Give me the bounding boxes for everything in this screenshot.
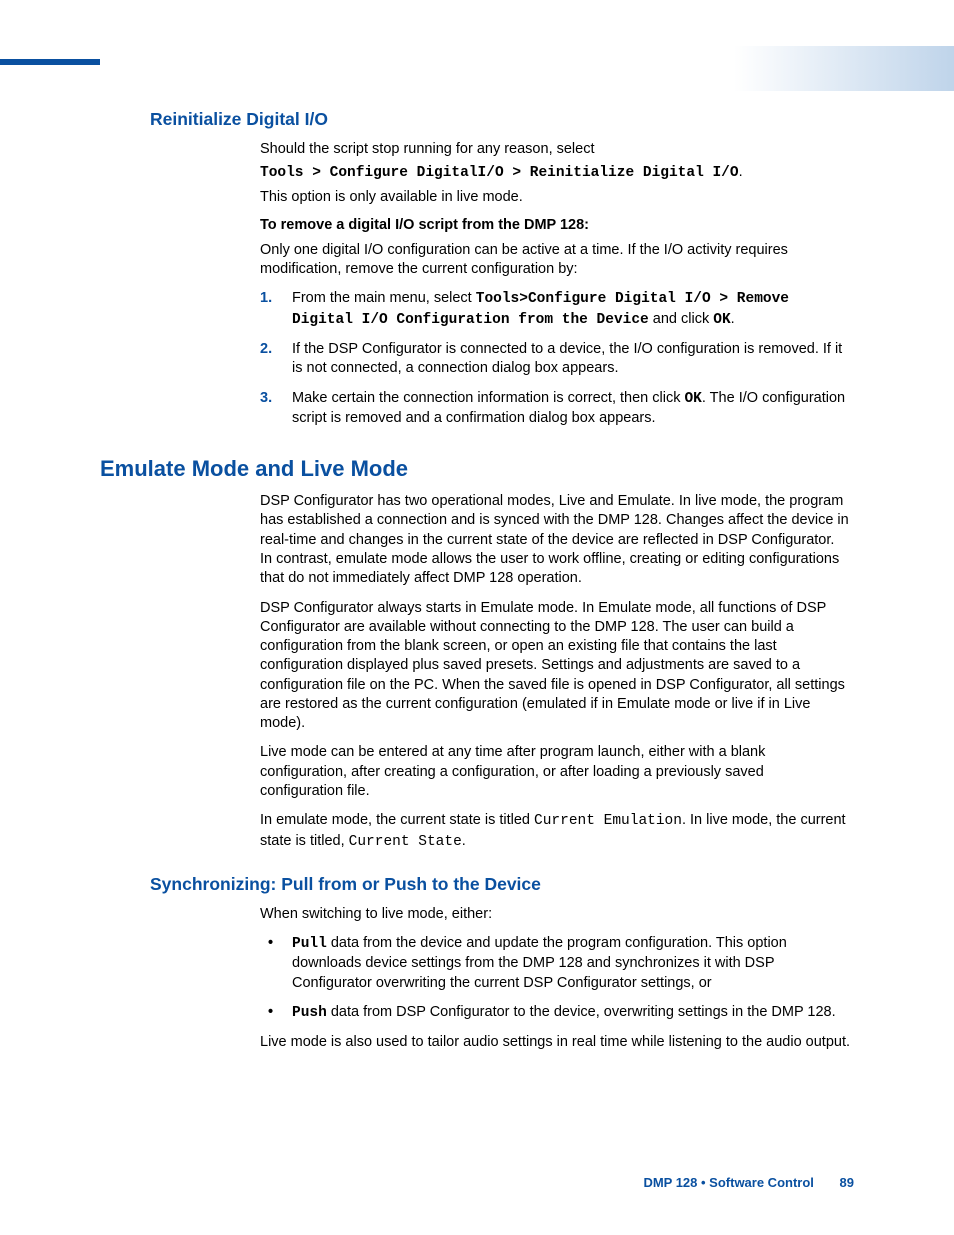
header-accent-bar xyxy=(0,59,100,65)
step1-pre: From the main menu, select xyxy=(292,290,476,306)
page-content: Reinitialize Digital I/O Should the scri… xyxy=(100,109,860,1063)
modes-para4-mono1: Current Emulation xyxy=(534,813,682,829)
modes-para4-post: . xyxy=(462,833,466,849)
reinit-menu-path: Tools > Configure DigitalI/O > Reinitial… xyxy=(260,163,850,183)
step1-post: . xyxy=(731,311,735,327)
modes-para4-pre: In emulate mode, the current state is ti… xyxy=(260,812,534,828)
reinit-steps-list: From the main menu, select Tools>Configu… xyxy=(260,289,850,428)
sync-bullet-pull: Pull data from the device and update the… xyxy=(260,934,850,993)
sync-bullet-push: Push data from DSP Configurator to the d… xyxy=(260,1003,850,1023)
modes-para1: DSP Configurator has two operational mod… xyxy=(260,492,850,588)
step1-mid: and click xyxy=(649,311,713,327)
sync-pull-text: data from the device and update the prog… xyxy=(292,935,787,991)
heading-reinitialize: Reinitialize Digital I/O xyxy=(150,109,860,130)
sync-push-lead: Push xyxy=(292,1005,327,1021)
reinit-prelist: Only one digital I/O configuration can b… xyxy=(260,241,850,280)
sync-pull-lead: Pull xyxy=(292,936,327,952)
reinit-step-1: From the main menu, select Tools>Configu… xyxy=(260,289,850,330)
step2-text: If the DSP Configurator is connected to … xyxy=(292,341,842,376)
reinit-step-2: If the DSP Configurator is connected to … xyxy=(260,340,850,379)
step1-mono2: OK xyxy=(713,312,730,328)
reinit-intro-line1: Should the script stop running for any r… xyxy=(260,140,850,159)
sync-intro: When switching to live mode, either: xyxy=(260,905,850,924)
reinit-subheading: To remove a digital I/O script from the … xyxy=(260,217,850,233)
reinit-body: Should the script stop running for any r… xyxy=(260,140,850,428)
sync-push-text: data from DSP Configurator to the device… xyxy=(327,1004,836,1020)
modes-para4: In emulate mode, the current state is ti… xyxy=(260,811,850,852)
sync-bullets: Pull data from the device and update the… xyxy=(260,934,850,1023)
heading-synchronizing: Synchronizing: Pull from or Push to the … xyxy=(150,874,860,895)
header-gradient xyxy=(734,46,954,91)
sync-closing: Live mode is also used to tailor audio s… xyxy=(260,1033,850,1052)
sync-body: When switching to live mode, either: Pul… xyxy=(260,905,850,1053)
reinit-step-3: Make certain the connection information … xyxy=(260,389,850,429)
page-footer: DMP 128 • Software Control 89 xyxy=(643,1175,854,1190)
modes-para3: Live mode can be entered at any time aft… xyxy=(260,743,850,801)
modes-body: DSP Configurator has two operational mod… xyxy=(260,492,850,852)
reinit-intro-line3: This option is only available in live mo… xyxy=(260,188,850,207)
step3-pre: Make certain the connection information … xyxy=(292,390,684,406)
period: . xyxy=(739,164,743,180)
modes-para4-mono2: Current State xyxy=(349,834,462,850)
reinit-menu-path-text: Tools > Configure DigitalI/O > Reinitial… xyxy=(260,165,739,181)
heading-emulate-live: Emulate Mode and Live Mode xyxy=(100,456,860,482)
step3-mono: OK xyxy=(684,391,701,407)
modes-para2: DSP Configurator always starts in Emulat… xyxy=(260,599,850,734)
footer-page-number: 89 xyxy=(840,1175,854,1190)
footer-label: DMP 128 • Software Control xyxy=(643,1175,813,1190)
